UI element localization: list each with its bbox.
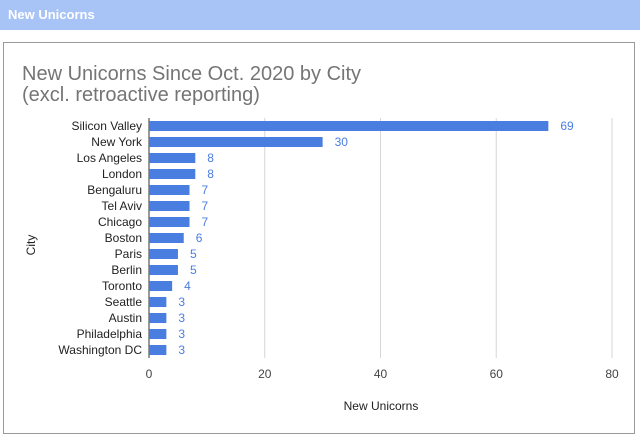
bar (149, 121, 549, 131)
bar (149, 313, 167, 323)
bar (149, 153, 196, 163)
category-label: Berlin (111, 263, 142, 277)
bar (149, 169, 196, 179)
bar (149, 217, 190, 227)
data-label: 8 (207, 167, 214, 181)
bar (149, 345, 167, 355)
data-label: 7 (202, 183, 209, 197)
category-label: Silicon Valley (72, 119, 142, 133)
category-label: Boston (105, 231, 142, 245)
data-label: 5 (190, 247, 197, 261)
data-label: 30 (335, 135, 349, 149)
category-label: Paris (115, 247, 142, 261)
category-label: Los Angeles (77, 151, 142, 165)
header-title: New Unicorns (8, 7, 95, 22)
data-label: 4 (184, 279, 191, 293)
x-tick-label: 80 (605, 367, 619, 381)
header-bar: New Unicorns (0, 0, 640, 30)
x-tick-label: 0 (146, 367, 153, 381)
category-label: Bengaluru (87, 183, 142, 197)
category-label: Austin (109, 311, 142, 325)
data-label: 7 (202, 215, 209, 229)
category-label: New York (91, 135, 143, 149)
data-label: 8 (207, 151, 214, 165)
data-label: 3 (178, 295, 185, 309)
x-tick-label: 20 (258, 367, 272, 381)
data-label: 5 (190, 263, 197, 277)
data-label: 3 (178, 311, 185, 325)
bar (149, 329, 167, 339)
x-tick-label: 40 (374, 367, 388, 381)
x-axis-title: New Unicorns (344, 399, 419, 413)
bar (149, 249, 178, 259)
bar (149, 137, 323, 147)
data-label: 69 (560, 119, 574, 133)
bar (149, 201, 190, 211)
bar (149, 281, 173, 291)
data-label: 3 (178, 327, 185, 341)
data-label: 6 (196, 231, 203, 245)
data-label: 3 (178, 343, 185, 357)
bar (149, 185, 190, 195)
bar (149, 265, 178, 275)
category-label: Toronto (102, 279, 142, 293)
bar (149, 297, 167, 307)
chart-panel (3, 42, 635, 434)
category-label: London (102, 167, 142, 181)
data-label: 7 (202, 199, 209, 213)
bar (149, 233, 184, 243)
category-label: Seattle (105, 295, 143, 309)
category-label: Philadelphia (77, 327, 143, 341)
x-tick-label: 60 (490, 367, 504, 381)
category-label: Washington DC (58, 343, 142, 357)
y-axis-title: City (24, 235, 38, 256)
chart-title-line-1: New Unicorns Since Oct. 2020 by City (22, 63, 361, 85)
category-label: Tel Aviv (102, 199, 142, 213)
chart-title-line-2: (excl. retroactive reporting) (22, 84, 260, 106)
category-label: Chicago (98, 215, 142, 229)
